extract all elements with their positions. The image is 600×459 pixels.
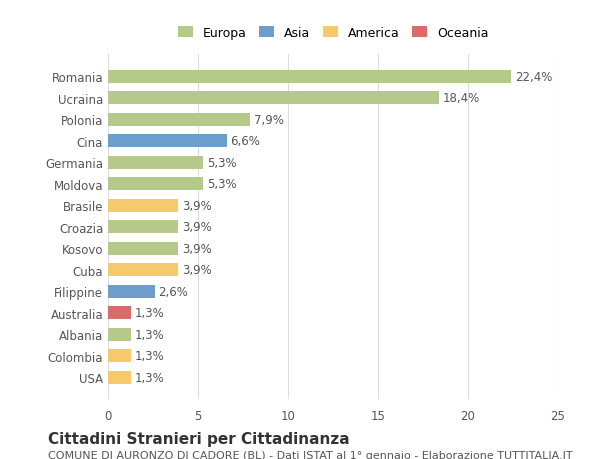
Text: 5,3%: 5,3% <box>207 178 236 191</box>
Bar <box>108 349 131 362</box>
Text: 5,3%: 5,3% <box>207 157 236 169</box>
Text: 3,9%: 3,9% <box>182 199 212 212</box>
Bar <box>108 178 203 191</box>
Text: 18,4%: 18,4% <box>443 92 480 105</box>
Bar <box>108 328 131 341</box>
Bar <box>108 285 155 298</box>
Text: 3,9%: 3,9% <box>182 263 212 277</box>
Bar <box>108 307 131 319</box>
Text: 1,3%: 1,3% <box>135 371 165 384</box>
Bar <box>108 221 178 234</box>
Text: 1,3%: 1,3% <box>135 307 165 319</box>
Text: COMUNE DI AURONZO DI CADORE (BL) - Dati ISTAT al 1° gennaio - Elaborazione TUTTI: COMUNE DI AURONZO DI CADORE (BL) - Dati … <box>48 450 572 459</box>
Bar <box>108 113 250 127</box>
Bar <box>108 71 511 84</box>
Text: 1,3%: 1,3% <box>135 328 165 341</box>
Bar <box>108 135 227 148</box>
Text: 1,3%: 1,3% <box>135 349 165 362</box>
Bar <box>108 242 178 255</box>
Bar <box>108 263 178 276</box>
Bar <box>108 157 203 169</box>
Text: 7,9%: 7,9% <box>254 113 284 127</box>
Legend: Europa, Asia, America, Oceania: Europa, Asia, America, Oceania <box>178 27 488 40</box>
Text: 22,4%: 22,4% <box>515 71 552 84</box>
Text: 6,6%: 6,6% <box>230 135 260 148</box>
Bar <box>108 371 131 384</box>
Text: Cittadini Stranieri per Cittadinanza: Cittadini Stranieri per Cittadinanza <box>48 431 350 447</box>
Text: 2,6%: 2,6% <box>158 285 188 298</box>
Text: 3,9%: 3,9% <box>182 221 212 234</box>
Bar <box>108 92 439 105</box>
Text: 3,9%: 3,9% <box>182 242 212 255</box>
Bar <box>108 199 178 212</box>
